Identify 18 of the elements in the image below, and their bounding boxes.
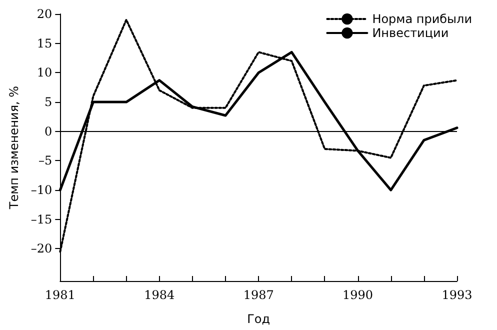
x-tick-label: 1984 <box>144 288 176 302</box>
y-axis-title: Темп изменения, % <box>7 86 21 210</box>
y-tick-label: –10 <box>30 183 52 198</box>
x-tick-label: 1981 <box>44 288 76 302</box>
x-axis-title: Год <box>247 312 270 326</box>
x-tick-label: 1993 <box>442 288 472 302</box>
y-tick-label: 20 <box>36 7 52 21</box>
legend-label: Норма прибыли <box>372 12 472 26</box>
x-tick-label: 1990 <box>342 288 374 302</box>
legend-label: Инвестиции <box>372 26 449 40</box>
y-tick-label: –15 <box>30 212 52 226</box>
y-tick-label: 5 <box>44 95 52 110</box>
y-tick-label: 15 <box>36 36 52 50</box>
y-tick-label: 10 <box>36 66 52 80</box>
x-tick-label: 1987 <box>243 288 274 302</box>
y-tick-label: –5 <box>38 154 52 168</box>
y-tick-label: 0 <box>44 124 52 138</box>
y-tick-label: –20 <box>30 242 52 256</box>
